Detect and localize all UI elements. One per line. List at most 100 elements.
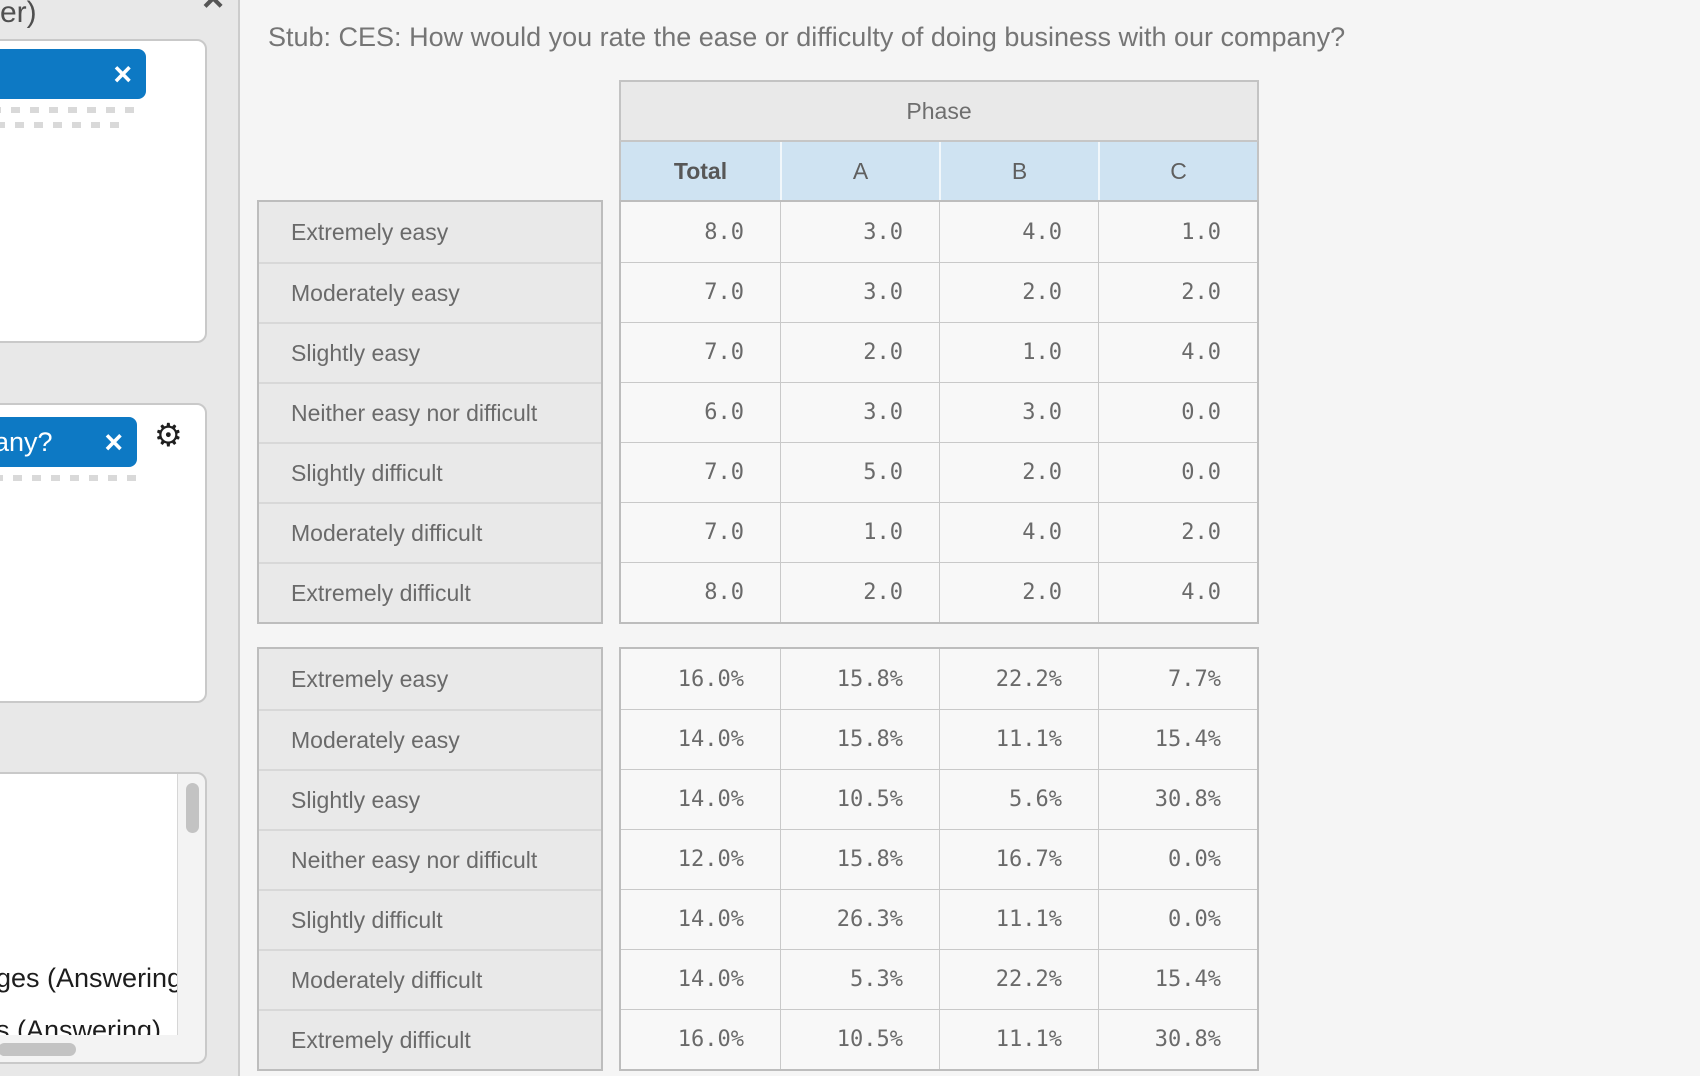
count-cell: 3.0 bbox=[780, 262, 939, 322]
vertical-scrollbar-thumb[interactable] bbox=[186, 783, 199, 833]
variable-chip[interactable]: × bbox=[0, 49, 146, 99]
count-cell: 4.0 bbox=[1098, 562, 1257, 622]
column-header: Total bbox=[673, 157, 728, 184]
variables-sidebar: er) × × any? × ⚙ ges (Answering s (Answe… bbox=[0, 0, 240, 1076]
percent-cell: 10.5% bbox=[780, 1009, 939, 1069]
chip-label: any? bbox=[0, 426, 53, 457]
percent-cell: 15.4% bbox=[1098, 709, 1257, 769]
count-cell: 2.0 bbox=[1098, 502, 1257, 562]
list-item[interactable]: s (Answering) bbox=[0, 1015, 162, 1035]
variable-chip[interactable]: any? × bbox=[0, 417, 137, 467]
gear-icon[interactable]: ⚙ bbox=[154, 417, 183, 453]
variable-list: ges (Answering s (Answering) bbox=[0, 774, 178, 1035]
percent-cell: 14.0% bbox=[621, 949, 780, 1009]
faded-text-placeholder bbox=[0, 122, 120, 128]
list-item[interactable]: ges (Answering bbox=[0, 963, 178, 993]
percent-table: 16.0% 15.8% 22.2% 7.7% 14.0% 15.8% 11.1% 15.4% 1… bbox=[619, 647, 1259, 1071]
count-cell: 2.0 bbox=[939, 562, 1098, 622]
chip-close-icon[interactable]: × bbox=[113, 56, 132, 92]
count-cell: 2.0 bbox=[780, 322, 939, 382]
column-header-row: Total A B C bbox=[619, 140, 1259, 200]
percent-cell: 26.3% bbox=[780, 889, 939, 949]
count-cell: 1.0 bbox=[780, 502, 939, 562]
sidebar-panel-title: er) bbox=[0, 0, 37, 29]
banner-variable-card: × bbox=[0, 39, 207, 343]
count-cell: 2.0 bbox=[939, 262, 1098, 322]
faded-text-placeholder bbox=[0, 107, 144, 113]
count-cell: 8.0 bbox=[704, 219, 744, 245]
count-cell: 7.0 bbox=[621, 262, 780, 322]
percent-cell: 16.0% bbox=[677, 666, 744, 692]
percent-row-labels: Extremely easy Moderately easy Slightly ea… bbox=[257, 647, 603, 1071]
row-label: Slightly difficult bbox=[259, 889, 601, 949]
count-cell: 7.0 bbox=[621, 442, 780, 502]
horizontal-scrollbar-thumb[interactable] bbox=[0, 1043, 76, 1056]
count-cell: 2.0 bbox=[939, 442, 1098, 502]
chip-close-icon[interactable]: × bbox=[104, 424, 123, 460]
count-cell: 5.0 bbox=[780, 442, 939, 502]
row-label: Moderately difficult bbox=[259, 502, 601, 562]
percent-cell: 11.1% bbox=[939, 1009, 1098, 1069]
row-label: Moderately easy bbox=[259, 709, 601, 769]
count-cell: 2.0 bbox=[1098, 262, 1257, 322]
percent-cell: 14.0% bbox=[621, 889, 780, 949]
percent-cell: 15.8% bbox=[780, 709, 939, 769]
count-cell: 0.0 bbox=[1098, 442, 1257, 502]
count-cell: 4.0 bbox=[1098, 322, 1257, 382]
percent-cell: 30.8% bbox=[1098, 769, 1257, 829]
count-cell: 6.0 bbox=[621, 382, 780, 442]
count-table: 8.0 3.0 4.0 1.0 7.0 3.0 2.0 2.0 7.0 2.0 1.0 4.0 6.0 3… bbox=[619, 200, 1259, 624]
stub-question-title: Stub: CES: How would you rate the ease o… bbox=[268, 22, 1346, 53]
count-cell: 4.0 bbox=[939, 502, 1098, 562]
percent-cell: 12.0% bbox=[621, 829, 780, 889]
percent-cell: 10.5% bbox=[780, 769, 939, 829]
row-label: Slightly easy bbox=[259, 769, 601, 829]
percent-cell: 22.2% bbox=[939, 649, 1098, 709]
count-cell: 1.0 bbox=[1098, 202, 1257, 262]
percent-cell: 7.7% bbox=[1098, 649, 1257, 709]
percent-cell: 15.4% bbox=[1098, 949, 1257, 1009]
row-label: Neither easy nor difficult bbox=[259, 382, 601, 442]
banner-header-phase: Phase bbox=[619, 80, 1259, 140]
row-label: Neither easy nor difficult bbox=[259, 829, 601, 889]
percent-cell: 22.2% bbox=[939, 949, 1098, 1009]
percent-cell: 14.0% bbox=[621, 709, 780, 769]
column-header: A bbox=[780, 142, 939, 200]
percent-cell: 30.8% bbox=[1098, 1009, 1257, 1069]
percent-cell: 14.0% bbox=[621, 769, 780, 829]
percent-cell: 5.3% bbox=[780, 949, 939, 1009]
count-cell: 3.0 bbox=[939, 382, 1098, 442]
percent-cell: 11.1% bbox=[939, 709, 1098, 769]
count-cell: 4.0 bbox=[939, 202, 1098, 262]
column-header: B bbox=[939, 142, 1098, 200]
percent-cell: 15.8% bbox=[780, 649, 939, 709]
percent-cell: 5.6% bbox=[939, 769, 1098, 829]
faded-text-placeholder bbox=[0, 475, 144, 481]
row-label: Moderately difficult bbox=[259, 949, 601, 1009]
stub-variable-card: any? × ⚙ bbox=[0, 403, 207, 703]
count-cell: 2.0 bbox=[780, 562, 939, 622]
count-cell: 7.0 bbox=[621, 502, 780, 562]
variable-list-card: ges (Answering s (Answering) bbox=[0, 772, 207, 1064]
row-label: Slightly easy bbox=[259, 322, 601, 382]
count-cell: 3.0 bbox=[780, 382, 939, 442]
row-label: Extremely difficult bbox=[259, 1009, 601, 1069]
row-label: Slightly difficult bbox=[259, 442, 601, 502]
percent-cell: 0.0% bbox=[1098, 889, 1257, 949]
percent-cell: 16.0% bbox=[621, 1009, 780, 1069]
count-cell: 1.0 bbox=[939, 322, 1098, 382]
panel-close-icon[interactable]: × bbox=[202, 0, 224, 18]
percent-cell: 11.1% bbox=[939, 889, 1098, 949]
row-label: Moderately easy bbox=[259, 262, 601, 322]
count-cell: 0.0 bbox=[1098, 382, 1257, 442]
count-row-labels: Extremely easy Moderately easy Slightly ea… bbox=[257, 200, 603, 624]
percent-cell: 16.7% bbox=[939, 829, 1098, 889]
percent-cell: 0.0% bbox=[1098, 829, 1257, 889]
percent-cell: 15.8% bbox=[780, 829, 939, 889]
count-cell: 3.0 bbox=[780, 202, 939, 262]
row-label: Extremely easy bbox=[291, 665, 449, 692]
count-cell: 8.0 bbox=[621, 562, 780, 622]
column-header: C bbox=[1098, 142, 1257, 200]
row-label: Extremely difficult bbox=[259, 562, 601, 622]
